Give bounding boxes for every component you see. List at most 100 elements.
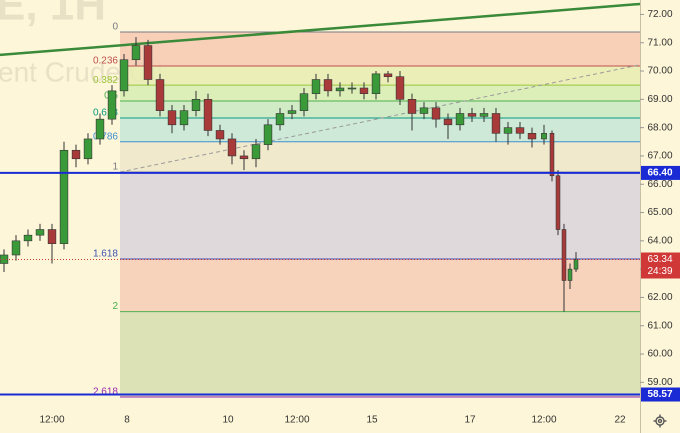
fib-band — [120, 31, 640, 66]
price-tag — [641, 387, 680, 402]
price-tag-label: 66.40 — [647, 168, 672, 179]
candle-body — [561, 229, 567, 281]
last-price-tag — [641, 252, 680, 279]
candle-body — [407, 99, 417, 114]
trend-line — [119, 64, 641, 173]
y-tick-label: 61.00 — [647, 320, 672, 331]
candle-body — [251, 144, 261, 160]
x-tick-label: 8 — [124, 415, 130, 426]
candle-body — [541, 132, 547, 140]
candle-body — [443, 118, 453, 126]
countdown-label: 24:39 — [647, 266, 672, 277]
x-tick-label: 22 — [614, 415, 626, 426]
price-tag — [641, 165, 680, 180]
candle-body — [263, 124, 273, 145]
candle-body — [491, 113, 501, 134]
fib-label: 0.618 — [93, 108, 118, 119]
candle-body — [347, 87, 357, 90]
candle-body — [143, 45, 153, 80]
fib-band — [120, 172, 640, 259]
x-tick-label: 12:00 — [39, 415, 64, 426]
candle-body — [131, 45, 141, 61]
candle-body — [371, 73, 381, 94]
candle-body — [395, 76, 405, 100]
y-tick-label: 70.00 — [647, 66, 672, 77]
candle-body — [567, 268, 573, 281]
candle-body — [35, 229, 45, 236]
candle-body — [383, 73, 393, 77]
candle-body — [191, 99, 201, 111]
candle-body — [71, 149, 81, 160]
candle-body — [95, 118, 105, 140]
y-tick-label: 69.00 — [647, 94, 672, 105]
fib-label: 1 — [112, 162, 118, 173]
candle-body — [503, 127, 513, 134]
y-tick-label: 59.00 — [647, 377, 672, 388]
candle-body — [479, 113, 489, 117]
candle-body — [11, 240, 21, 256]
x-tick-label: 10 — [222, 415, 234, 426]
y-tick-label: 66.00 — [647, 179, 672, 190]
candle-body — [23, 234, 33, 242]
candle-body — [311, 79, 321, 94]
fib-label: 1.618 — [93, 249, 118, 260]
candle-body — [359, 87, 369, 94]
y-tick-label: 62.00 — [647, 292, 672, 303]
y-tick-label: 60.00 — [647, 349, 672, 360]
watermark-symbol: E, 1H — [0, 0, 106, 30]
x-tick-label: 17 — [464, 415, 476, 426]
candle-body — [203, 99, 213, 131]
x-tick-label: 15 — [366, 415, 378, 426]
fib-label: 2.618 — [93, 387, 118, 398]
trend-line — [0, 2, 641, 57]
candle-body — [431, 107, 441, 120]
candle-body — [215, 130, 225, 140]
fib-label: 0.382 — [93, 75, 118, 86]
y-tick-label: 72.00 — [647, 9, 672, 20]
fib-label: 0.236 — [93, 56, 118, 67]
candle-body — [549, 132, 555, 177]
y-tick-label: 68.00 — [647, 122, 672, 133]
candle-body — [419, 107, 429, 114]
candle-body — [47, 229, 57, 244]
last-price-label: 63.34 — [647, 254, 672, 265]
candle-body — [167, 110, 177, 126]
y-tick-label: 65.00 — [647, 207, 672, 218]
candle-body — [467, 113, 477, 117]
y-tick-label: 71.00 — [647, 37, 672, 48]
y-tick-label: 67.00 — [647, 151, 672, 162]
candle-body — [179, 110, 189, 126]
candle-body — [239, 155, 249, 160]
x-tick-label: 12:00 — [284, 415, 309, 426]
candle-body — [335, 87, 345, 92]
fib-label: 0 — [112, 22, 118, 33]
candle-body — [515, 127, 525, 134]
fib-label: 2 — [112, 301, 118, 312]
candle-body — [555, 175, 561, 230]
price-tag-label: 58.57 — [647, 389, 672, 400]
candle-body — [527, 132, 537, 140]
fib-band — [120, 258, 640, 312]
candle-body — [287, 110, 297, 114]
fib-band — [120, 141, 640, 173]
x-tick-label: 12:00 — [531, 415, 556, 426]
candle-body — [573, 259, 579, 270]
candle-body — [455, 113, 465, 126]
y-tick-label: 64.00 — [647, 235, 672, 246]
candle-body — [83, 138, 93, 160]
fib-band — [120, 118, 640, 142]
candle-body — [275, 113, 285, 126]
candle-body — [155, 79, 165, 111]
candle-body — [59, 149, 69, 244]
candle-body — [119, 59, 129, 92]
fib-label: 0.786 — [93, 131, 118, 142]
settings-icon[interactable] — [653, 414, 667, 428]
candle-body — [107, 90, 117, 120]
candle-body — [299, 93, 309, 111]
fib-band — [120, 311, 640, 398]
candle-body — [227, 138, 237, 157]
fib-band — [120, 101, 640, 119]
